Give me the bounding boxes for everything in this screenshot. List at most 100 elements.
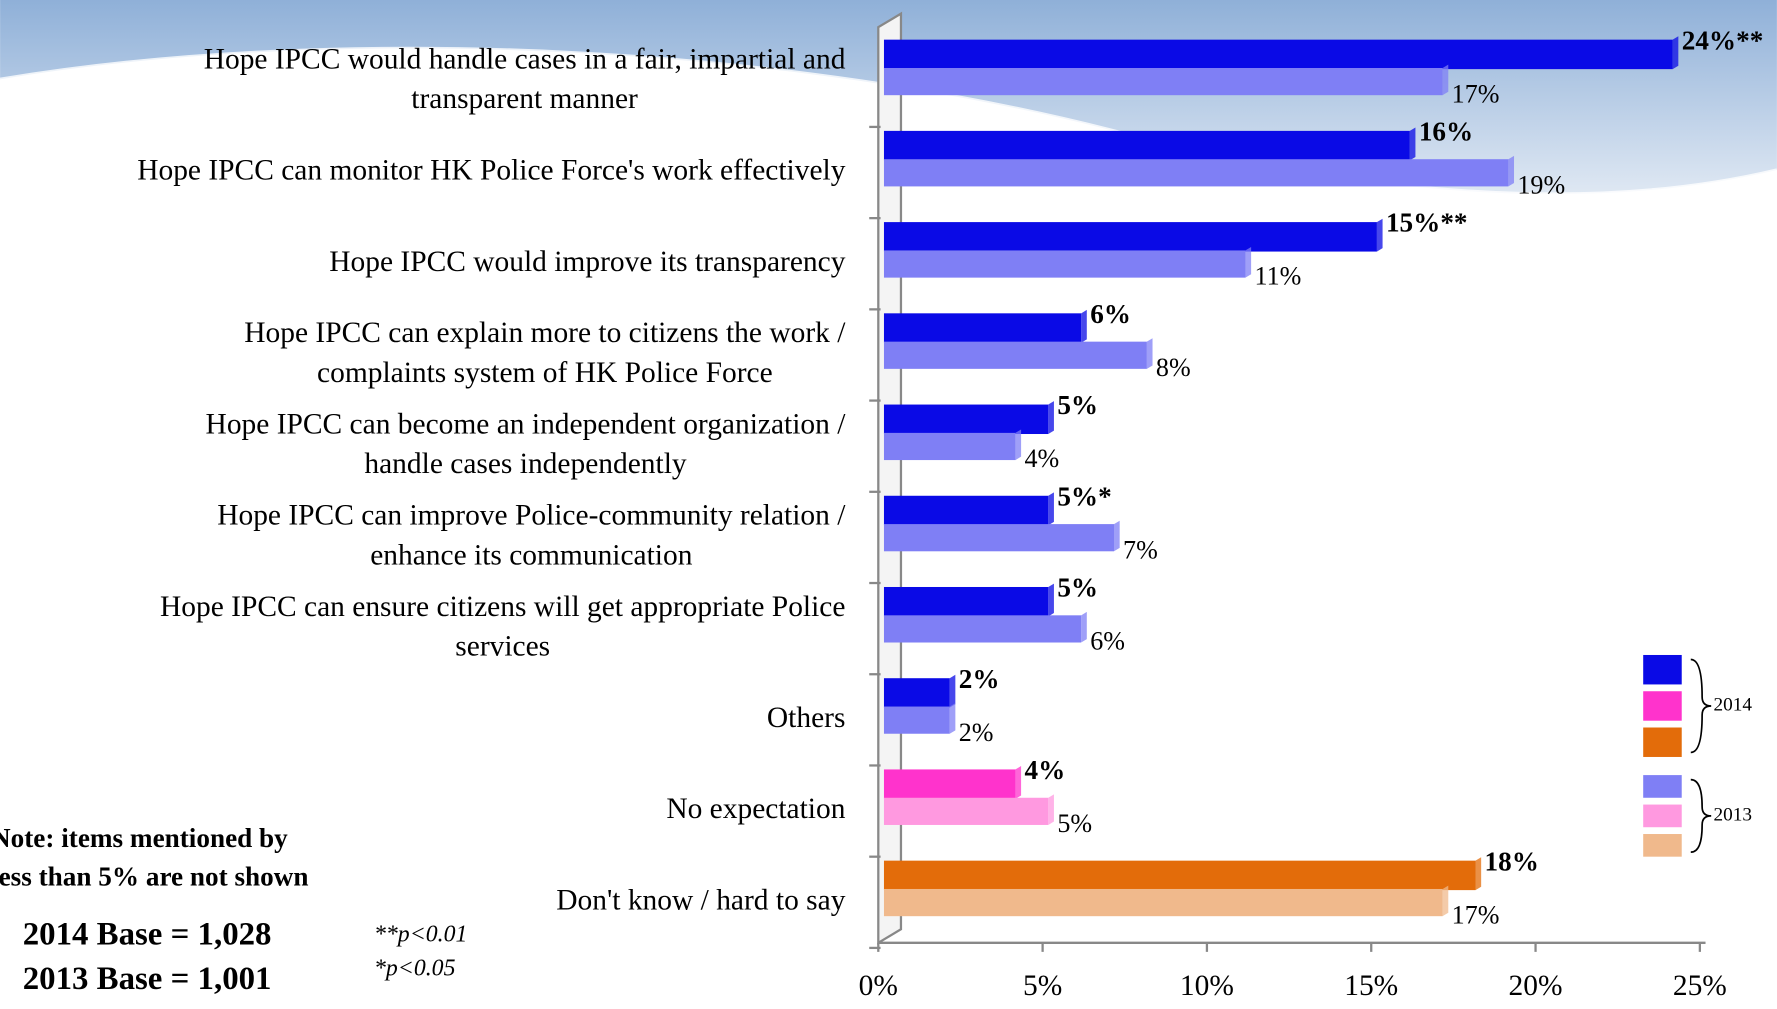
value-label: 16%: [1419, 117, 1473, 147]
legend-swatch: [1643, 775, 1682, 798]
base-2014: 2014 Base = 1,028: [23, 917, 272, 953]
legend-label: 2013: [1713, 804, 1752, 825]
bar: [883, 888, 1443, 917]
legend-label: 2014: [1713, 694, 1752, 715]
bar-side: [1409, 127, 1416, 161]
category-label: transparent manner: [411, 83, 638, 115]
value-label: 5%: [1057, 390, 1098, 420]
legend-swatch: [1643, 654, 1682, 685]
category-label: Hope IPCC can monitor HK Police Force's …: [137, 155, 845, 187]
bar-side: [949, 703, 956, 734]
bar: [883, 769, 1016, 799]
bar-side: [949, 674, 956, 708]
bar-side: [1508, 155, 1515, 187]
category-label: Hope IPCC can become an independent orga…: [206, 408, 847, 440]
swoosh-line: [0, 46, 1777, 196]
category-label: enhance its communication: [370, 539, 693, 571]
x-tick-label: 20%: [1509, 970, 1563, 1002]
bar: [883, 524, 1115, 552]
bar: [883, 706, 950, 734]
bar-side: [1081, 309, 1087, 343]
category-label: services: [455, 631, 550, 663]
bar-side: [1114, 520, 1120, 552]
value-label: 15%**: [1386, 208, 1468, 238]
bar: [883, 130, 1410, 161]
category-label: Hope IPCC can ensure citizens will get a…: [160, 591, 845, 623]
value-label: 5%: [1057, 809, 1092, 838]
legend-brace: [1690, 658, 1712, 754]
p-value-note: *p<0.05: [374, 955, 456, 981]
value-label: 4%: [1024, 444, 1059, 473]
bar-side: [1015, 766, 1022, 799]
category-label: No expectation: [666, 793, 845, 825]
bar: [883, 404, 1049, 435]
category-label: Hope IPCC would handle cases in a fair, …: [204, 44, 846, 76]
value-label: 2%: [959, 718, 994, 747]
bar-side: [1475, 857, 1482, 891]
legend-brace: [1690, 778, 1712, 854]
p-value-note: **p<0.01: [374, 921, 467, 947]
value-label: 17%: [1452, 900, 1500, 929]
value-label: 18%: [1485, 846, 1539, 876]
bar-side: [1048, 401, 1054, 435]
value-label: 24%**: [1682, 25, 1764, 55]
legend-swatch: [1643, 804, 1682, 828]
bar-side: [1245, 247, 1252, 278]
bar: [883, 432, 1016, 461]
bar: [883, 250, 1246, 278]
bar: [883, 797, 1049, 825]
bar-side: [1442, 885, 1449, 917]
bar: [883, 39, 1673, 70]
bar-side: [1081, 611, 1087, 643]
base-2013: 2013 Base = 1,001: [23, 961, 272, 997]
category-label: Don't know / hard to say: [556, 884, 845, 916]
x-tick-label: 10%: [1180, 970, 1234, 1002]
value-label: 4%: [1024, 755, 1065, 785]
value-label: 6%: [1090, 627, 1125, 656]
bar: [883, 615, 1082, 643]
value-label: 2%: [959, 664, 1000, 694]
category-label: Hope IPCC can improve Police-community r…: [217, 500, 846, 532]
value-label: 11%: [1255, 262, 1302, 291]
bar: [883, 159, 1509, 187]
note: Note: items mentioned by: [0, 823, 288, 853]
value-label: 19%: [1517, 171, 1565, 200]
bar-side: [1048, 794, 1054, 825]
category-label: Others: [767, 702, 846, 734]
bar: [883, 341, 1147, 369]
bar-side: [1672, 36, 1679, 70]
value-label: 5%*: [1057, 481, 1111, 511]
bar-side: [1015, 429, 1022, 461]
note: less than 5% are not shown: [0, 862, 309, 892]
legend-swatch: [1643, 834, 1682, 857]
value-label: 8%: [1156, 353, 1191, 382]
bar: [883, 495, 1049, 526]
category-label: handle cases independently: [364, 448, 687, 480]
bar-side: [1146, 338, 1153, 369]
bar-side: [1442, 64, 1449, 96]
bar-side: [1048, 583, 1054, 617]
legend-swatch: [1643, 727, 1682, 757]
value-label: 5%: [1057, 573, 1098, 603]
category-label: Hope IPCC can explain more to citizens t…: [244, 317, 846, 349]
bar: [883, 222, 1377, 252]
x-tick-label: 25%: [1673, 970, 1727, 1002]
bar-side: [1376, 218, 1383, 252]
category-label: complaints system of HK Police Force: [317, 357, 773, 389]
bar: [883, 678, 950, 708]
bar: [883, 586, 1049, 617]
legend-swatch: [1643, 691, 1682, 721]
category-label: Hope IPCC would improve its transparency: [329, 246, 845, 278]
x-tick-label: 15%: [1344, 970, 1398, 1002]
value-label: 6%: [1090, 299, 1131, 329]
value-label: 17%: [1452, 79, 1500, 108]
bar-side: [1048, 492, 1054, 526]
x-tick-label: 0%: [859, 970, 898, 1002]
value-label: 7%: [1123, 535, 1158, 564]
bar: [883, 860, 1476, 891]
x-tick-label: 5%: [1023, 970, 1062, 1002]
bar: [883, 67, 1443, 96]
bar: [883, 313, 1082, 343]
